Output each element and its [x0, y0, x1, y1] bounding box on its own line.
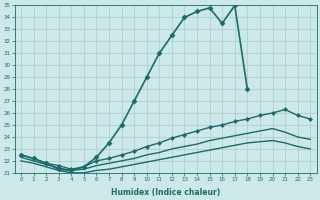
- X-axis label: Humidex (Indice chaleur): Humidex (Indice chaleur): [111, 188, 220, 197]
